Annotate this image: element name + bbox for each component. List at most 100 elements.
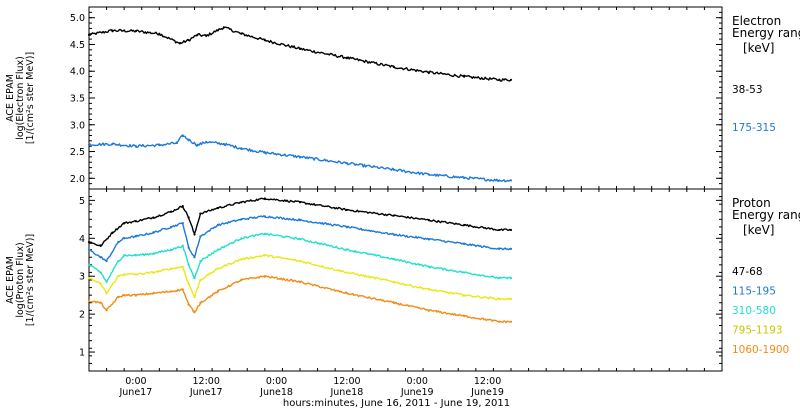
proton-data-point bbox=[199, 235, 202, 238]
electron-data-point bbox=[187, 138, 190, 141]
electron-data-point bbox=[392, 65, 395, 69]
x-axis-title: hours:minutes, June 16, 2011 - June 19, … bbox=[283, 398, 510, 409]
electron-ytick-label: 4.5 bbox=[70, 40, 85, 51]
proton-data-point bbox=[240, 237, 243, 240]
electron-legend-entry: 38-53 bbox=[732, 84, 763, 96]
electron-data-point bbox=[187, 39, 190, 42]
proton-data-point bbox=[134, 220, 137, 223]
proton-data-point bbox=[298, 280, 302, 283]
proton-data-point bbox=[193, 256, 196, 259]
electron-data-point bbox=[111, 142, 114, 146]
proton-data-point bbox=[152, 216, 155, 219]
proton-ylabel-line: [1/(cm²s ster MeV)] bbox=[25, 234, 36, 326]
proton-ytick-label: 3 bbox=[79, 272, 85, 283]
electron-data-point bbox=[158, 144, 161, 147]
electron-panel: 2.0 2.5 3.0 3.5 4.0 4.5 5.0 ACE EPAM log(Electro… bbox=[5, 6, 800, 190]
proton-data-point bbox=[193, 295, 196, 299]
proton-ylabel: ACE EPAM log(Proton Flux) [1/(cm²s ster Me… bbox=[5, 234, 36, 326]
proton-data-point bbox=[152, 252, 155, 255]
electron-data-point bbox=[205, 140, 208, 143]
proton-legend-title: Proton bbox=[732, 196, 771, 210]
electron-series-line-38-53 bbox=[88, 26, 512, 82]
electron-data-point bbox=[222, 26, 225, 29]
proton-data-point bbox=[392, 280, 395, 283]
electron-data-point bbox=[196, 144, 199, 147]
proton-data-point bbox=[263, 275, 266, 278]
xtick-time-label: 0:00 bbox=[407, 376, 428, 387]
electron-data-point bbox=[222, 142, 225, 146]
proton-legend-title: Energy range bbox=[732, 208, 800, 222]
electron-data-point bbox=[196, 33, 199, 36]
electron-data-point bbox=[298, 155, 302, 158]
proton-data-point bbox=[87, 263, 91, 266]
xtick-time-label: 0:00 bbox=[125, 376, 146, 387]
proton-data-point bbox=[263, 197, 266, 200]
electron-ytick-label: 3.5 bbox=[70, 94, 85, 105]
proton-data-point bbox=[240, 201, 243, 204]
proton-data-point bbox=[427, 288, 431, 291]
proton-legend-entry: 1060-1900 bbox=[732, 344, 789, 356]
proton-data-point bbox=[134, 273, 137, 276]
proton-legend-unit: [keV] bbox=[743, 223, 774, 237]
electron-ytick-label: 2.5 bbox=[70, 147, 85, 158]
electron-ylabel-line: log(Electron Flux) bbox=[15, 56, 26, 140]
electron-data-point bbox=[509, 78, 513, 81]
proton-data-point bbox=[134, 294, 137, 297]
electron-data-point bbox=[298, 47, 302, 50]
proton-data-point bbox=[345, 248, 348, 251]
proton-data-point bbox=[463, 314, 466, 318]
electron-series-group bbox=[87, 26, 513, 183]
electron-data-point bbox=[509, 179, 513, 182]
proton-data-point bbox=[509, 247, 513, 251]
electron-data-point bbox=[427, 71, 431, 74]
proton-data-point bbox=[134, 254, 137, 257]
proton-data-point bbox=[181, 244, 184, 247]
proton-data-point bbox=[193, 277, 196, 280]
proton-data-point bbox=[111, 231, 114, 234]
proton-data-point bbox=[152, 231, 155, 234]
xtick-time-label: 12:00 bbox=[193, 376, 220, 387]
electron-ylabel-line: ACE EPAM bbox=[5, 74, 16, 122]
proton-data-point bbox=[169, 248, 173, 251]
electron-data-point bbox=[111, 29, 114, 32]
proton-data-point bbox=[240, 258, 243, 261]
electron-plot-frame bbox=[88, 6, 723, 190]
proton-data-point bbox=[498, 320, 501, 323]
proton-data-point bbox=[199, 278, 202, 282]
xtick-time-label: 12:00 bbox=[333, 376, 360, 387]
proton-data-point bbox=[105, 309, 108, 312]
proton-data-point bbox=[509, 228, 513, 232]
proton-legend-entry: 795-1193 bbox=[732, 325, 783, 337]
proton-data-point bbox=[105, 292, 108, 295]
electron-data-point bbox=[263, 39, 266, 42]
xtick-day-label: June19 bbox=[400, 387, 434, 398]
proton-data-point bbox=[117, 240, 120, 244]
proton-data-point bbox=[498, 277, 501, 280]
proton-data-point bbox=[392, 258, 395, 261]
electron-data-point bbox=[175, 141, 179, 145]
proton-data-point bbox=[123, 273, 126, 276]
proton-data-point bbox=[240, 278, 243, 282]
proton-data-point bbox=[87, 248, 91, 251]
proton-data-point bbox=[199, 259, 202, 263]
electron-ytick-label: 4.0 bbox=[70, 67, 85, 78]
xtick-time-label: 0:00 bbox=[266, 376, 287, 387]
proton-data-point bbox=[134, 235, 137, 238]
x-axis-labels: 0:00June1712:00June170:00June1812:00June… bbox=[118, 376, 510, 409]
proton-data-point bbox=[199, 212, 202, 215]
proton-data-point bbox=[427, 265, 431, 268]
electron-data-point bbox=[345, 56, 348, 59]
proton-data-point bbox=[123, 254, 126, 257]
proton-panel: 1 2 3 4 5 ACE EPAM log(Proton Flux) [1/(cm²s st… bbox=[5, 188, 800, 372]
proton-data-point bbox=[117, 259, 120, 263]
proton-data-point bbox=[117, 295, 120, 299]
proton-data-point bbox=[193, 233, 196, 236]
xtick-day-label: June17 bbox=[189, 387, 223, 398]
proton-data-point bbox=[345, 225, 348, 229]
proton-legend-entry: 115-195 bbox=[732, 286, 776, 298]
electron-data-point bbox=[498, 78, 501, 81]
proton-ytick-label: 2 bbox=[79, 310, 85, 321]
proton-data-point bbox=[187, 246, 190, 249]
proton-data-point bbox=[169, 290, 173, 293]
